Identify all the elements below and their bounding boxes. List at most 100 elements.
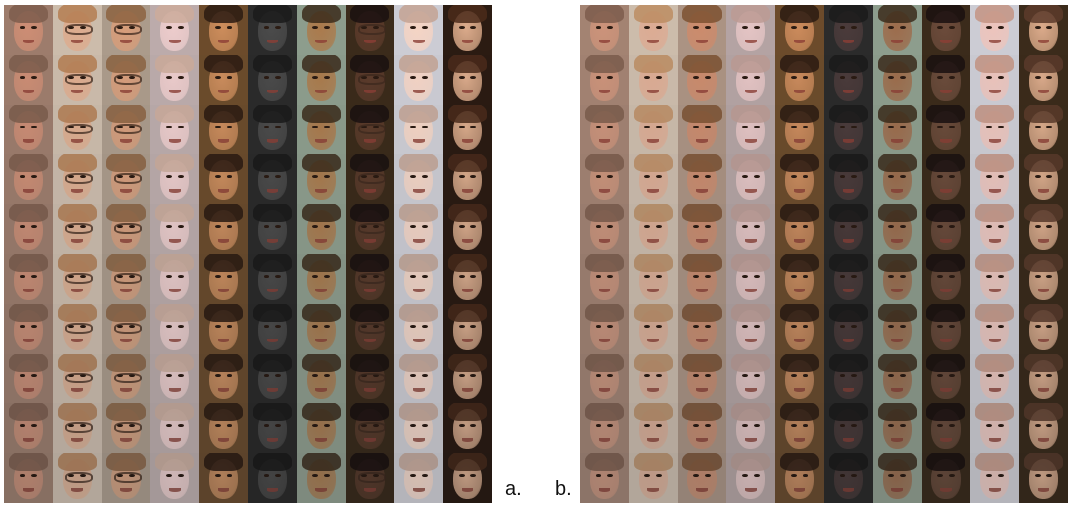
face-thumbnail <box>921 154 971 205</box>
face-grid-a <box>4 5 492 503</box>
face-thumbnail <box>775 353 824 404</box>
face-thumbnail <box>872 453 922 503</box>
face-thumbnail <box>443 154 492 205</box>
face-thumbnail <box>394 403 444 454</box>
face-thumbnail <box>394 5 444 55</box>
face-thumbnail <box>101 353 151 404</box>
face-thumbnail <box>150 154 200 205</box>
face-thumbnail <box>921 204 971 254</box>
face-thumbnail <box>52 453 102 503</box>
face-thumbnail <box>150 403 200 454</box>
face-thumbnail <box>726 353 776 404</box>
face-thumbnail <box>580 154 629 205</box>
face-thumbnail <box>726 253 776 304</box>
face-thumbnail <box>4 204 53 254</box>
face-thumbnail <box>775 204 824 254</box>
face-thumbnail <box>970 453 1020 503</box>
face-thumbnail <box>970 104 1020 155</box>
face-thumbnail <box>394 54 444 105</box>
face-thumbnail <box>247 303 297 354</box>
panel-label-a: a. <box>505 478 522 500</box>
face-thumbnail <box>199 54 248 105</box>
face-thumbnail <box>4 403 53 454</box>
face-thumbnail <box>345 253 395 304</box>
face-thumbnail <box>726 303 776 354</box>
face-thumbnail <box>1019 253 1068 304</box>
face-thumbnail <box>101 204 151 254</box>
face-thumbnail <box>872 5 922 55</box>
face-thumbnail <box>345 353 395 404</box>
face-thumbnail <box>345 54 395 105</box>
face-thumbnail <box>394 154 444 205</box>
face-thumbnail <box>101 253 151 304</box>
face-thumbnail <box>872 54 922 105</box>
face-thumbnail <box>921 353 971 404</box>
face-thumbnail <box>52 204 102 254</box>
face-thumbnail <box>1019 303 1068 354</box>
face-thumbnail <box>628 303 678 354</box>
face-thumbnail <box>394 453 444 503</box>
face-thumbnail <box>823 253 873 304</box>
face-thumbnail <box>775 453 824 503</box>
face-thumbnail <box>296 54 346 105</box>
face-thumbnail <box>726 5 776 55</box>
face-thumbnail <box>52 253 102 304</box>
face-thumbnail <box>921 5 971 55</box>
panel-label-b: b. <box>555 478 572 500</box>
face-thumbnail <box>580 104 629 155</box>
face-thumbnail <box>247 403 297 454</box>
face-thumbnail <box>921 403 971 454</box>
face-thumbnail <box>199 253 248 304</box>
face-thumbnail <box>443 453 492 503</box>
face-thumbnail <box>872 104 922 155</box>
face-thumbnail <box>823 154 873 205</box>
face-thumbnail <box>247 204 297 254</box>
face-thumbnail <box>247 453 297 503</box>
face-thumbnail <box>677 154 727 205</box>
face-thumbnail <box>823 5 873 55</box>
face-thumbnail <box>199 353 248 404</box>
face-thumbnail <box>1019 5 1068 55</box>
face-thumbnail <box>394 303 444 354</box>
face-thumbnail <box>823 353 873 404</box>
face-thumbnail <box>247 54 297 105</box>
face-thumbnail <box>199 5 248 55</box>
face-thumbnail <box>628 54 678 105</box>
face-thumbnail <box>970 353 1020 404</box>
face-thumbnail <box>443 54 492 105</box>
face-thumbnail <box>872 303 922 354</box>
face-thumbnail <box>580 5 629 55</box>
face-thumbnail <box>443 5 492 55</box>
face-thumbnail <box>247 154 297 205</box>
face-thumbnail <box>150 453 200 503</box>
face-thumbnail <box>101 154 151 205</box>
face-thumbnail <box>775 5 824 55</box>
face-thumbnail <box>4 154 53 205</box>
face-thumbnail <box>52 54 102 105</box>
face-thumbnail <box>101 453 151 503</box>
face-thumbnail <box>970 303 1020 354</box>
face-thumbnail <box>1019 104 1068 155</box>
face-thumbnail <box>970 253 1020 304</box>
face-thumbnail <box>199 204 248 254</box>
face-thumbnail <box>101 5 151 55</box>
face-thumbnail <box>345 403 395 454</box>
face-thumbnail <box>628 5 678 55</box>
face-thumbnail <box>580 204 629 254</box>
face-thumbnail <box>394 353 444 404</box>
face-thumbnail <box>150 5 200 55</box>
face-thumbnail <box>872 204 922 254</box>
face-thumbnail <box>199 104 248 155</box>
face-thumbnail <box>628 154 678 205</box>
face-thumbnail <box>101 303 151 354</box>
face-thumbnail <box>296 453 346 503</box>
face-thumbnail <box>726 154 776 205</box>
face-thumbnail <box>247 353 297 404</box>
face-thumbnail <box>4 5 53 55</box>
face-thumbnail <box>150 353 200 404</box>
face-thumbnail <box>921 303 971 354</box>
face-thumbnail <box>52 353 102 404</box>
face-thumbnail <box>677 54 727 105</box>
face-thumbnail <box>677 353 727 404</box>
face-thumbnail <box>1019 353 1068 404</box>
